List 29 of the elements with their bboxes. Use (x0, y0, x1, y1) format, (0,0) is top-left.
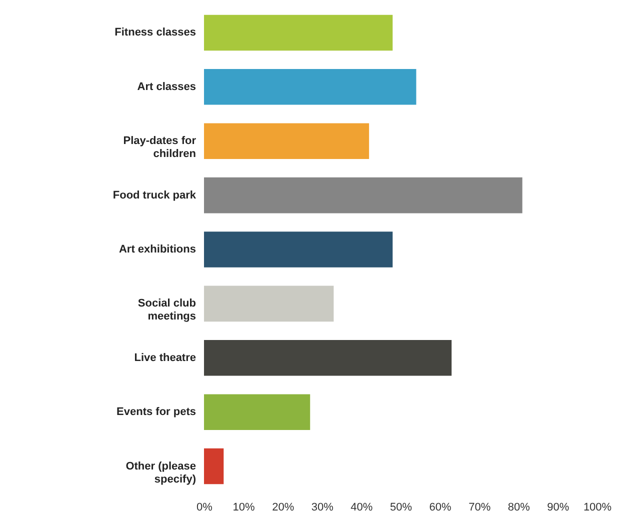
x-tick-label: 10% (232, 502, 256, 514)
bar (204, 69, 416, 105)
x-tick-label: 70% (468, 502, 491, 514)
y-tick-label: Social club meetings (138, 298, 196, 323)
x-tick-label: 90% (547, 502, 570, 514)
y-tick-label: Other (please specify) (126, 460, 196, 486)
x-tick-label: 40% (350, 502, 373, 514)
x-tick-label: 80% (508, 502, 530, 514)
y-tick-label: Art exhibitions (118, 244, 196, 256)
y-tick-label: Food truck park (112, 189, 197, 202)
bar (204, 14, 393, 51)
y-tick-label: Fitness classes (114, 26, 196, 39)
bar (204, 340, 452, 376)
bar (204, 177, 522, 214)
bar (204, 286, 334, 322)
y-tick-label: Art classes (137, 80, 196, 93)
y-tick-label: Play-dates for children (123, 135, 197, 160)
bar (204, 232, 393, 268)
bar (204, 123, 370, 159)
x-tick-label: 60% (429, 502, 452, 514)
x-tick-label: 30% (311, 502, 334, 514)
y-tick-label: Live theatre (134, 352, 196, 364)
bar (204, 394, 310, 430)
x-tick-label: 20% (272, 502, 294, 514)
x-tick-label: 50% (390, 502, 412, 514)
x-tick-label: 100% (583, 502, 612, 514)
y-tick-label: Events for pets (116, 406, 196, 418)
x-tick-label: 0% (196, 502, 213, 514)
bar (204, 448, 224, 484)
